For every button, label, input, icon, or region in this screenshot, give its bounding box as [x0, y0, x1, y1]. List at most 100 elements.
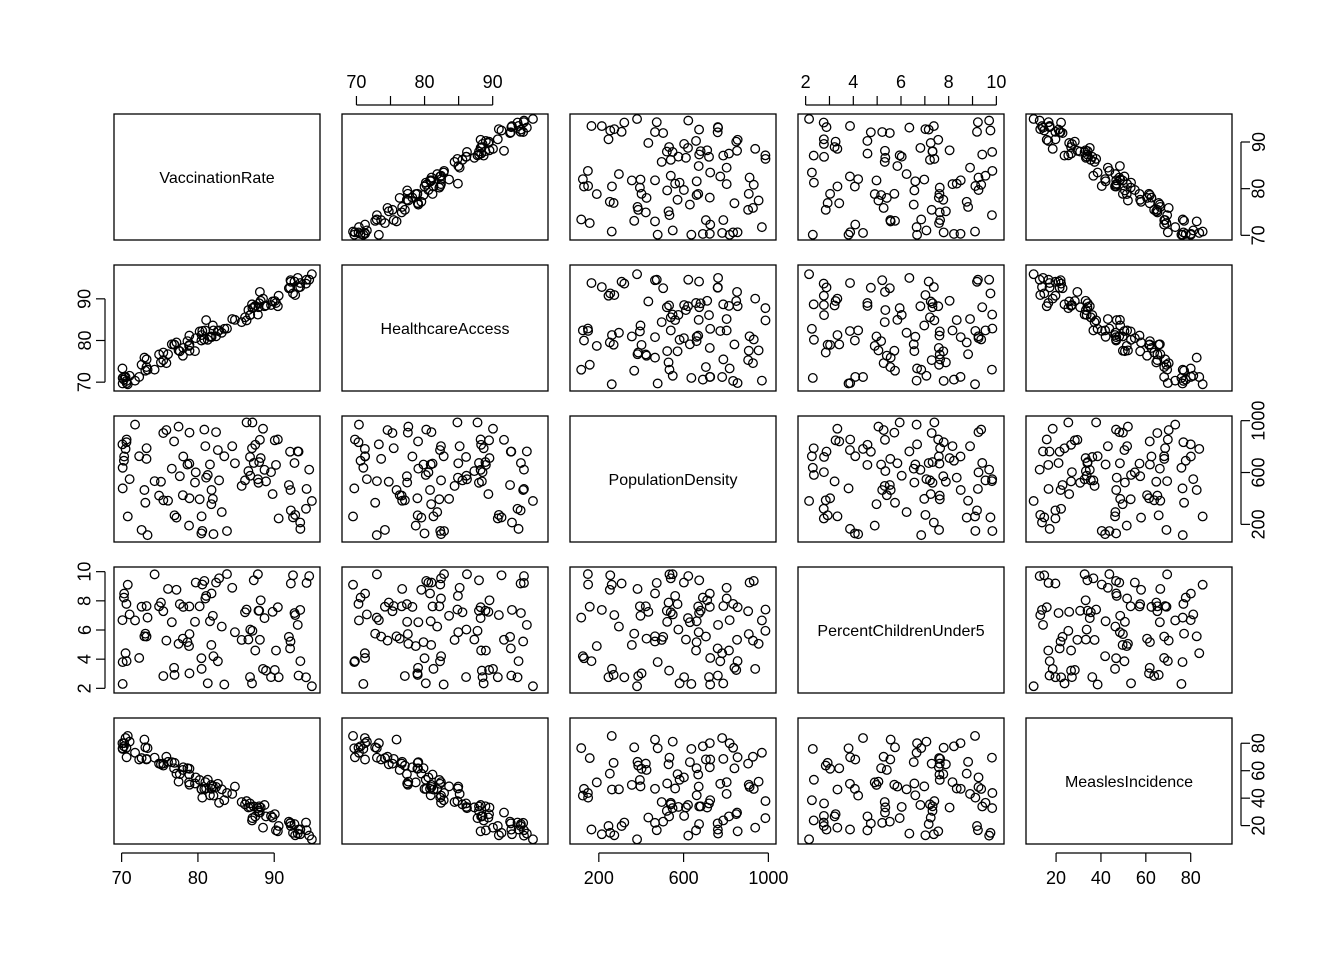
data-point	[1047, 423, 1058, 434]
data-point	[122, 511, 133, 522]
data-point	[177, 490, 188, 501]
data-point	[663, 759, 674, 770]
data-point	[434, 494, 445, 505]
data-point	[718, 215, 729, 226]
data-point	[901, 169, 912, 180]
data-point	[904, 122, 915, 133]
data-point	[641, 192, 652, 203]
data-point	[1043, 645, 1054, 656]
data-point	[693, 161, 704, 171]
data-point	[748, 203, 758, 213]
data-point	[488, 663, 498, 674]
data-point	[704, 371, 715, 382]
data-point	[1136, 512, 1147, 523]
data-point	[691, 645, 701, 656]
data-point	[1161, 524, 1172, 535]
data-point	[949, 741, 959, 752]
data-point	[934, 330, 945, 341]
data-point	[652, 657, 663, 668]
data-point	[1162, 364, 1173, 375]
data-point	[667, 569, 678, 580]
data-point	[1111, 653, 1122, 664]
data-point	[928, 282, 939, 292]
data-point	[980, 170, 991, 181]
data-point	[629, 742, 640, 753]
data-point	[140, 497, 151, 508]
data-point	[1114, 427, 1125, 438]
data-point	[920, 830, 931, 841]
data-point	[219, 451, 230, 462]
data-point	[829, 142, 840, 152]
data-point	[973, 772, 984, 783]
data-point	[881, 765, 892, 775]
data-point	[118, 374, 129, 385]
data-point	[1134, 458, 1145, 469]
data-point	[818, 503, 829, 514]
data-point	[435, 181, 446, 191]
data-point	[1194, 443, 1205, 454]
data-point	[878, 425, 889, 436]
y-tick-label: 4	[75, 654, 95, 664]
data-point	[140, 365, 151, 376]
data-point	[1160, 443, 1171, 454]
data-point	[1053, 458, 1064, 469]
data-point	[438, 451, 449, 462]
data-point	[1197, 511, 1208, 522]
data-point	[1072, 286, 1083, 297]
data-point	[206, 332, 217, 343]
data-point	[382, 635, 393, 646]
data-point	[919, 320, 930, 331]
data-point	[423, 577, 434, 588]
data-point	[158, 428, 169, 438]
data-point	[1038, 272, 1048, 283]
data-point	[1069, 136, 1080, 147]
data-point	[1188, 474, 1199, 485]
data-point	[822, 757, 833, 768]
data-point	[926, 204, 937, 215]
data-point	[439, 526, 450, 537]
data-point	[418, 459, 429, 470]
data-point	[402, 477, 413, 488]
data-point	[920, 124, 931, 135]
data-point	[301, 672, 311, 683]
variable-label: HealthcareAccess	[381, 321, 510, 338]
data-point	[236, 480, 247, 491]
data-point	[693, 627, 704, 638]
data-point	[691, 637, 702, 648]
data-point	[140, 628, 151, 639]
data-point	[412, 669, 423, 680]
data-point	[691, 190, 702, 201]
data-point	[674, 177, 685, 188]
data-point	[1129, 333, 1140, 344]
data-point	[869, 777, 880, 788]
data-point	[973, 185, 984, 195]
data-point	[402, 427, 413, 438]
data-point	[606, 226, 617, 237]
data-point	[423, 467, 434, 478]
data-point	[266, 467, 276, 478]
data-point	[756, 222, 767, 233]
data-point	[292, 446, 303, 457]
data-point	[1151, 206, 1162, 217]
data-point	[934, 524, 945, 535]
data-point	[1117, 640, 1128, 650]
data-point	[1144, 336, 1155, 347]
data-point	[640, 601, 651, 612]
data-point	[474, 575, 484, 586]
data-point	[970, 226, 980, 237]
data-point	[499, 434, 509, 445]
data-point	[584, 218, 595, 229]
data-point	[1144, 339, 1155, 350]
data-point	[889, 188, 900, 199]
data-point	[934, 207, 945, 218]
data-point	[818, 467, 829, 478]
data-point	[1178, 227, 1189, 238]
data-point	[208, 529, 219, 540]
data-point	[121, 656, 132, 667]
data-point	[1039, 512, 1050, 523]
data-point	[1096, 579, 1107, 590]
data-point	[285, 485, 296, 495]
data-point	[869, 520, 880, 531]
data-point	[933, 342, 944, 353]
data-point	[204, 459, 215, 470]
